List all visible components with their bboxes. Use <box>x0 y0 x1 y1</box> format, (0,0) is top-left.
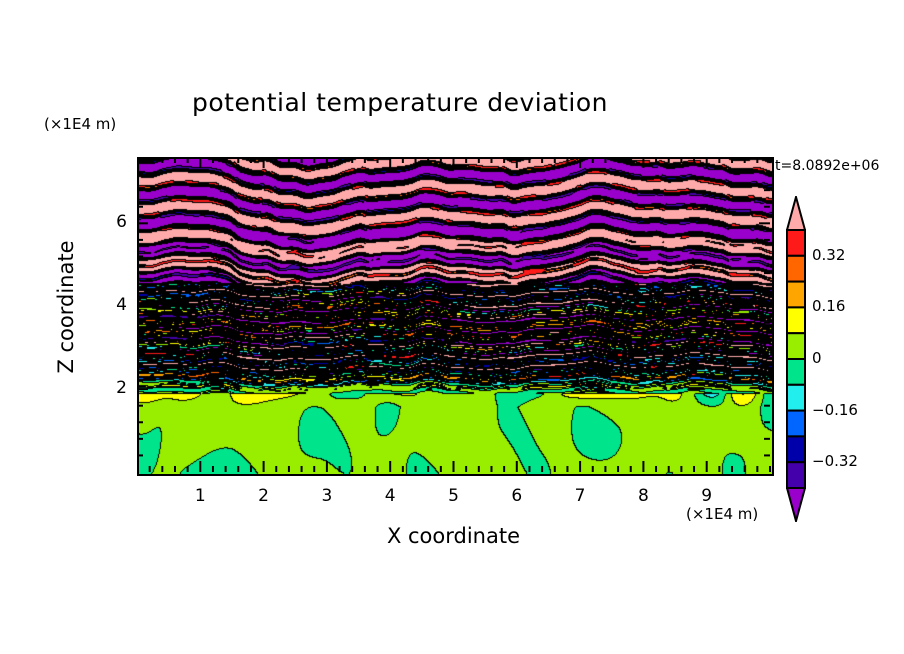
x-tick-label: 8 <box>637 486 649 506</box>
x-axis-label: X coordinate <box>386 524 521 548</box>
colorbar <box>786 196 806 522</box>
colorbar-tick-label: −0.16 <box>812 400 858 419</box>
x-tick-label: 5 <box>448 486 459 506</box>
colorbar-tick-label: −0.32 <box>812 452 858 471</box>
x-tick-label: 1 <box>194 486 206 506</box>
x-tick-label: 2 <box>258 486 269 506</box>
x-tick-label: 7 <box>574 486 586 506</box>
y-axis-unit-label: (×1E4 m) <box>44 115 117 133</box>
y-axis-label: Z coordinate <box>54 240 78 374</box>
y-tick-label: 6 <box>116 212 127 233</box>
x-axis-unit-label: (×1E4 m) <box>686 505 759 523</box>
colorbar-tick-label: 0 <box>812 349 822 367</box>
colorbar-tick-label: 0.32 <box>812 245 846 264</box>
x-tick-label: 6 <box>511 486 523 506</box>
y-tick-label: 4 <box>116 295 127 316</box>
colorbar-tick-label: 0.16 <box>812 297 846 316</box>
y-tick-label: 2 <box>116 378 127 399</box>
x-tick-label: 4 <box>384 486 396 506</box>
page-title: potential temperature deviation <box>192 88 608 117</box>
contour-plot-area <box>137 157 774 476</box>
contour-field-canvas <box>139 159 772 474</box>
x-tick-label: 9 <box>701 486 713 506</box>
x-tick-label: 3 <box>321 486 333 506</box>
timestamp-annotation: t=8.0892e+06 <box>775 158 880 174</box>
